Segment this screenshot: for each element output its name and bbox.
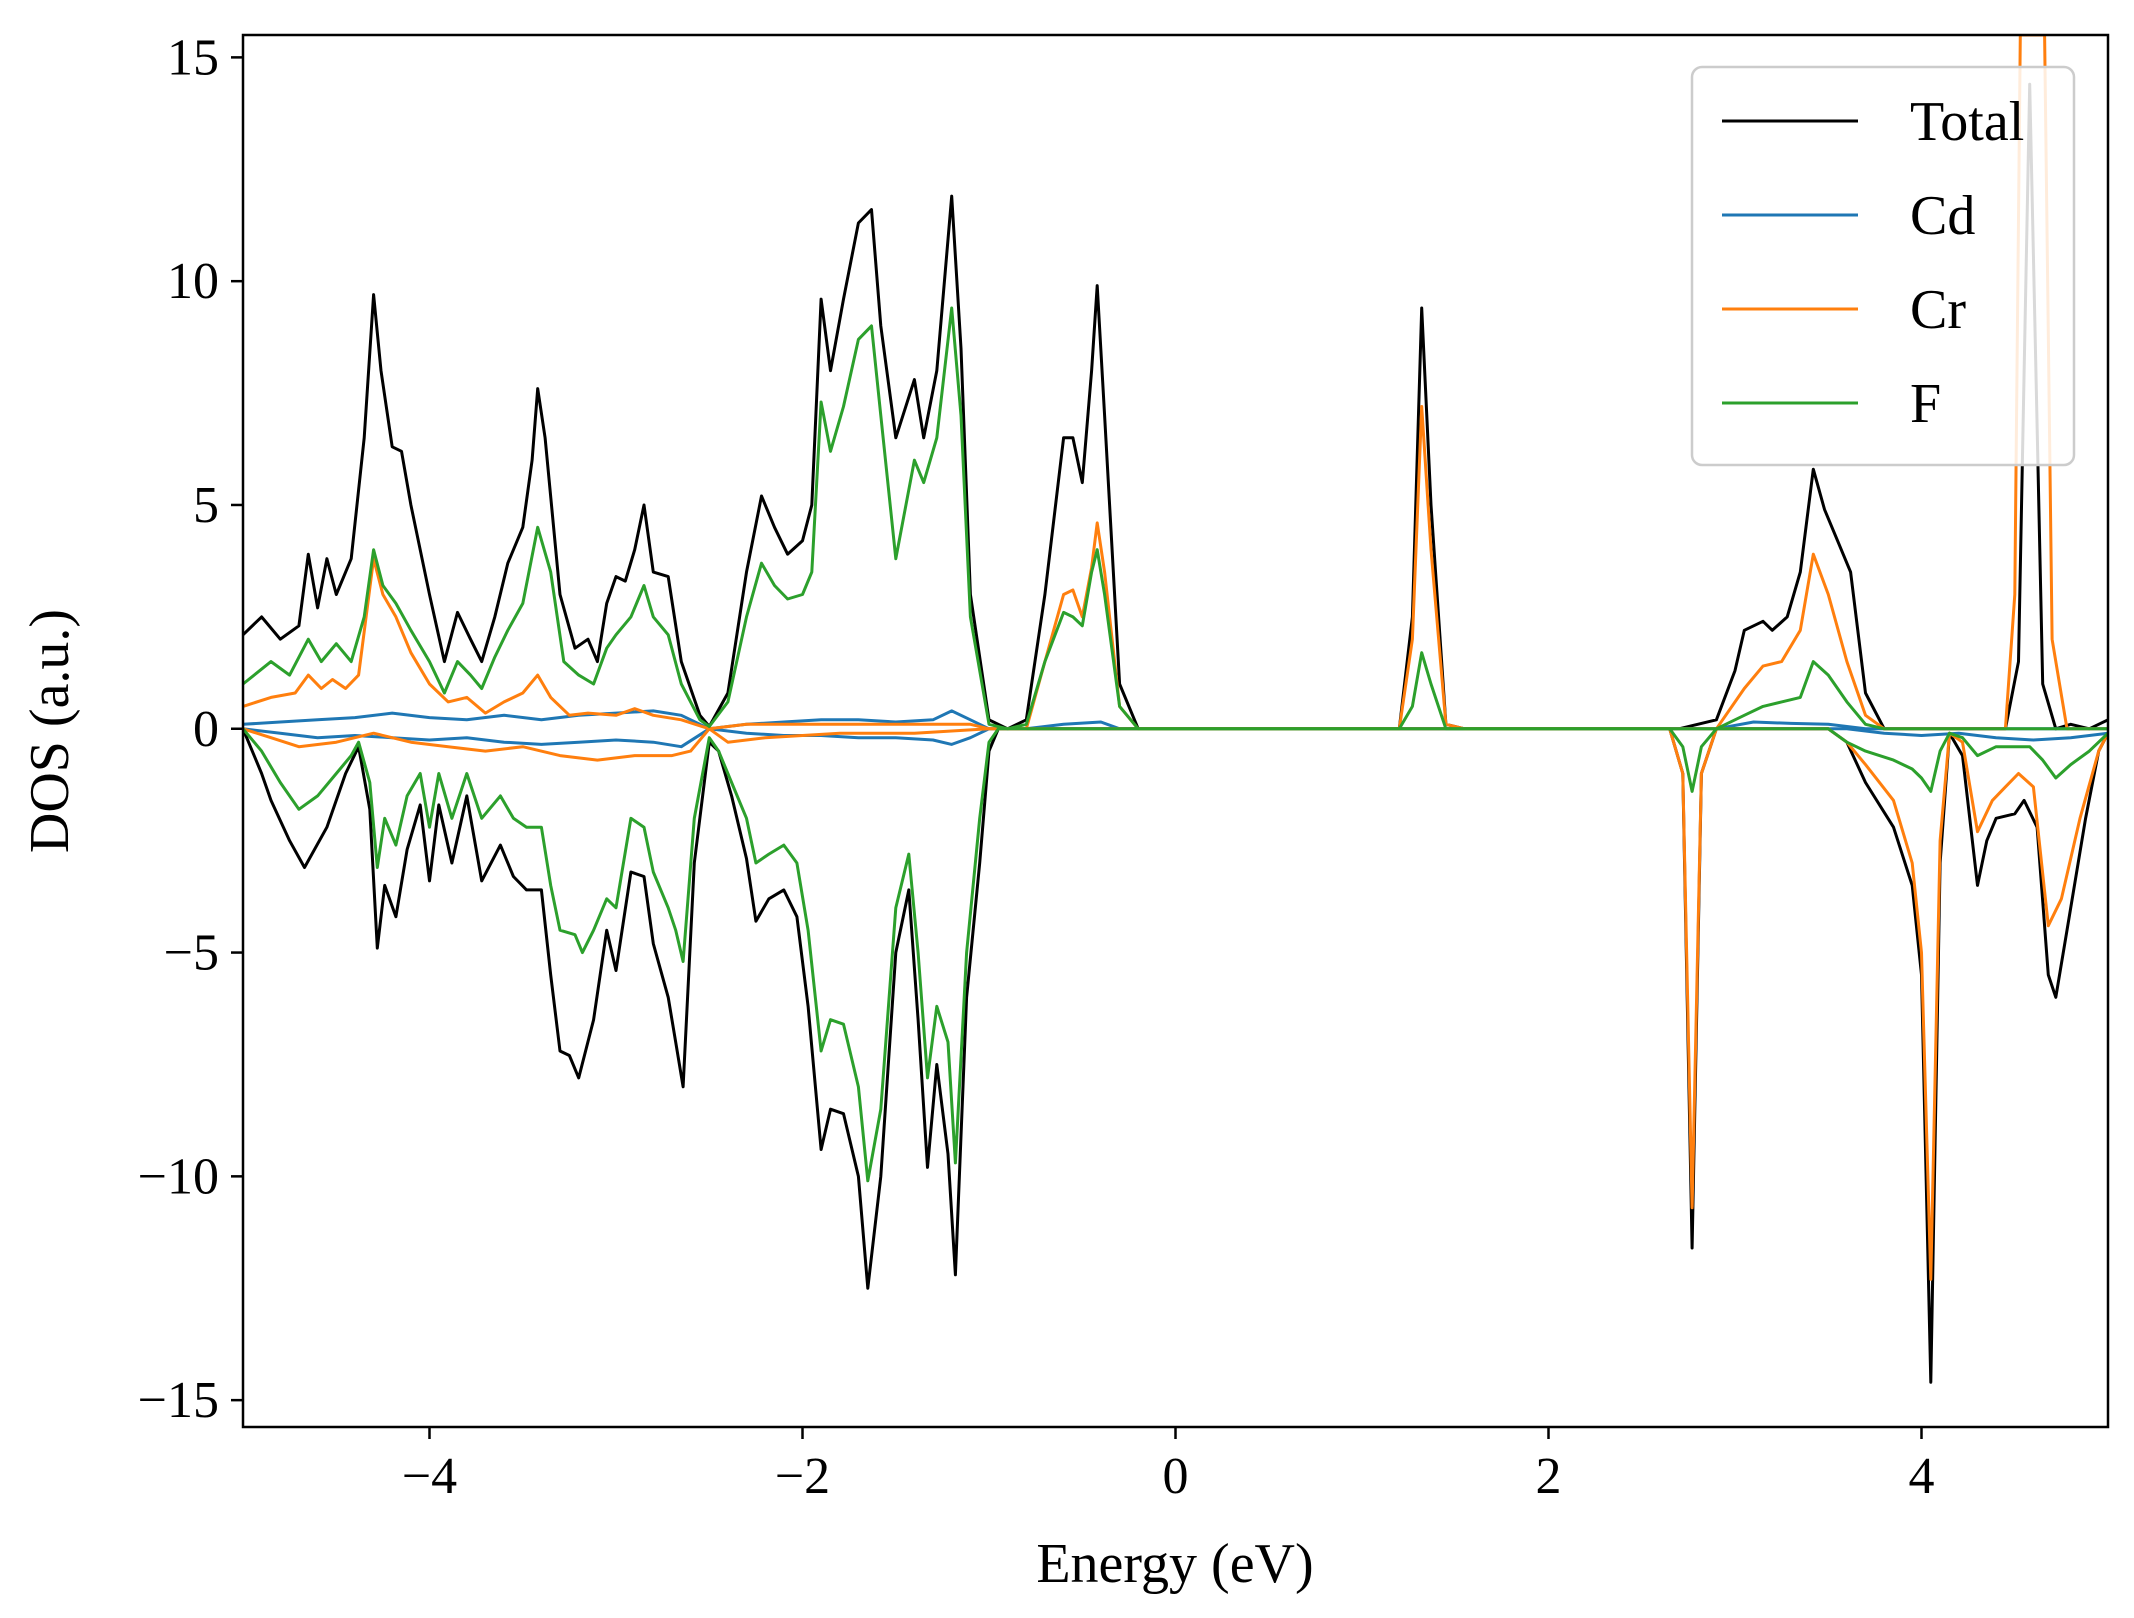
legend: Total Cd Cr F: [1690, 65, 2076, 467]
series-layer: [243, 35, 2108, 1384]
legend-label-total: Total: [1910, 91, 2024, 153]
series-line-f-spin-down: [243, 727, 2108, 1183]
x-tick-label: 0: [1163, 1448, 1189, 1505]
x-axis-title: Energy (eV): [1036, 1533, 1313, 1595]
y-tick-label: −15: [138, 1372, 219, 1429]
series-line-cr-spin-down: [243, 727, 2108, 1281]
y-axis-ticks: 15 10 5 0 −5 −10 −15: [138, 29, 243, 1429]
legend-label-f: F: [1910, 373, 1941, 435]
series-line-total-spin-up: [243, 82, 2108, 731]
series-line-cd-spin-up: [243, 709, 2108, 731]
y-tick-label: −10: [138, 1148, 219, 1205]
series-line-total-spin-down: [243, 727, 2108, 1384]
y-axis-title: DOS (a.u.): [19, 609, 81, 853]
y-tick-label: 10: [167, 253, 219, 310]
x-axis-ticks: −4 −2 0 2 4: [402, 1427, 1935, 1505]
x-tick-label: −4: [402, 1448, 457, 1505]
y-tick-label: 0: [193, 701, 219, 758]
x-tick-label: 2: [1536, 1448, 1562, 1505]
y-tick-label: −5: [164, 925, 219, 982]
y-tick-label: 5: [193, 477, 219, 534]
x-tick-label: 4: [1909, 1448, 1935, 1505]
legend-frame: [1690, 65, 2076, 467]
legend-label-cd: Cd: [1910, 185, 1975, 247]
series-line-f-spin-up: [243, 306, 2108, 731]
x-tick-label: −2: [775, 1448, 830, 1505]
y-tick-label: 15: [167, 29, 219, 86]
legend-label-cr: Cr: [1910, 279, 1966, 341]
series-line-cd-spin-down: [243, 727, 2108, 749]
